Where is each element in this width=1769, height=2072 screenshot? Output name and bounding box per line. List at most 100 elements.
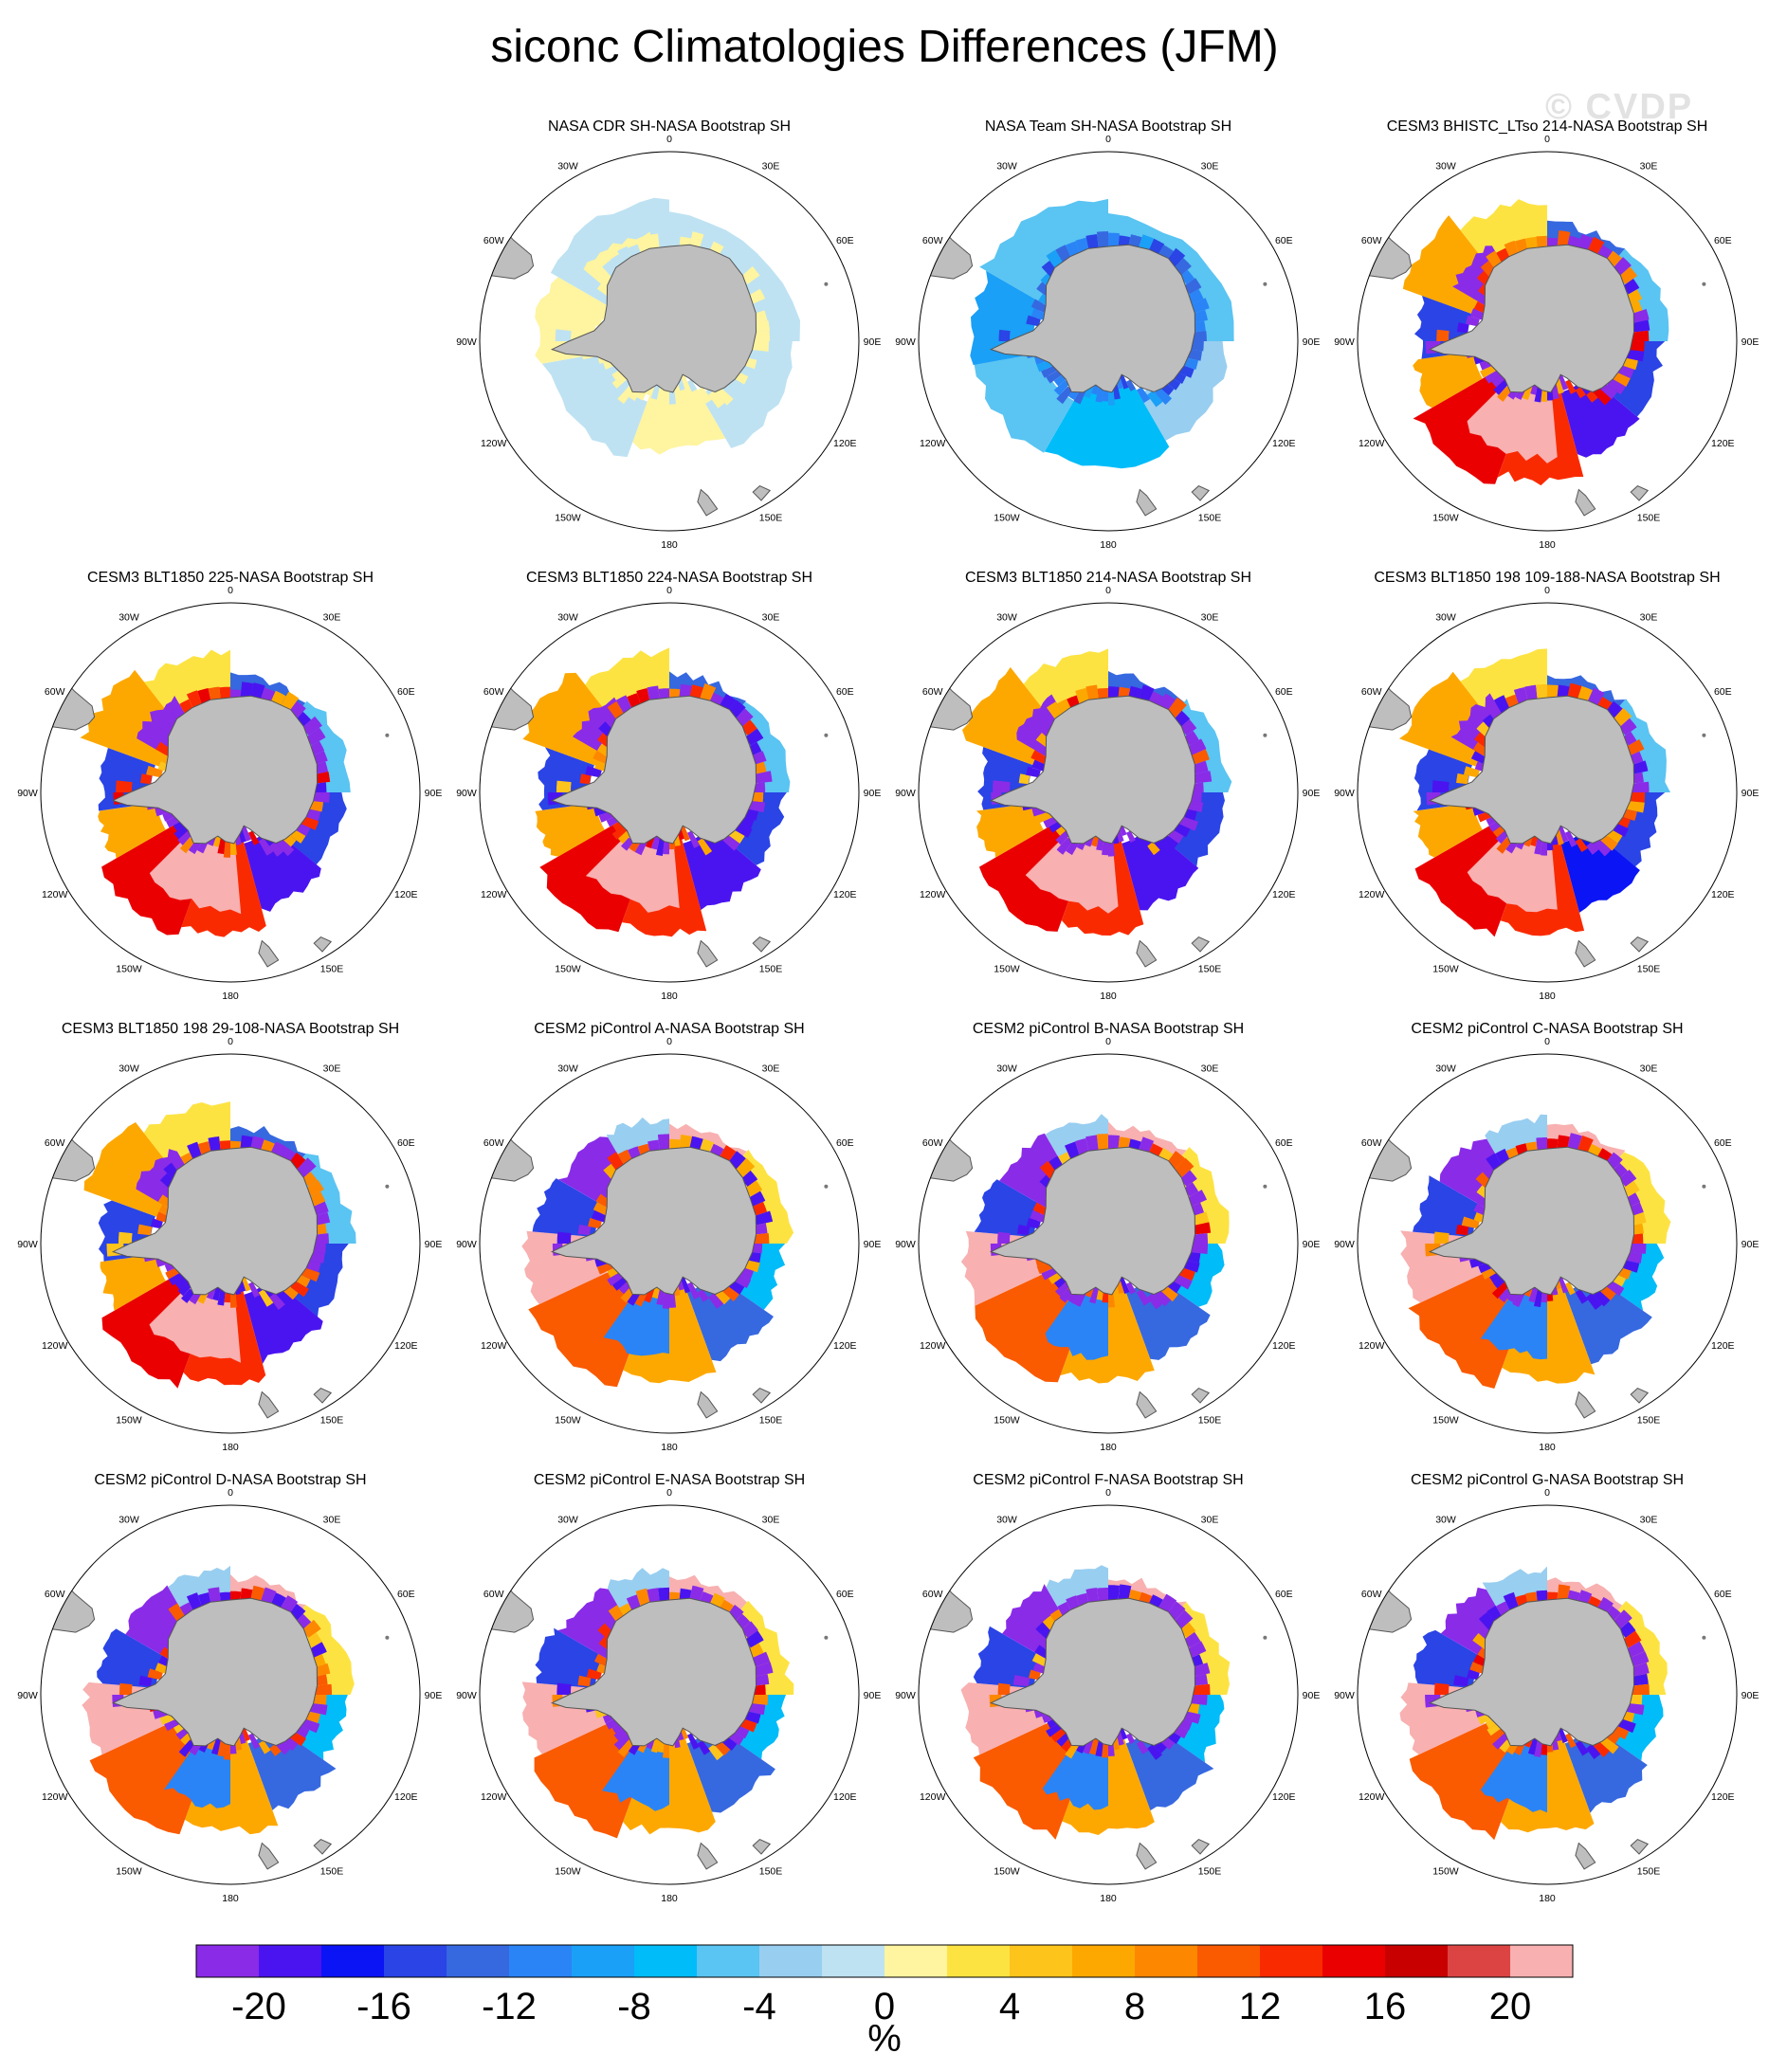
anomaly-cell — [585, 766, 602, 778]
island-marker — [824, 1635, 829, 1640]
anomaly-cell — [1090, 835, 1100, 847]
anomaly-cell — [1147, 842, 1160, 856]
colorbar-swatch — [759, 1945, 823, 1977]
anomaly-cell — [296, 823, 311, 837]
anomaly-cell — [1495, 830, 1509, 845]
anomaly-cell — [1613, 707, 1632, 727]
anomaly-cell — [1183, 809, 1197, 821]
longitude-label: 90W — [895, 1690, 916, 1701]
longitude-label: 30W — [119, 612, 139, 624]
anomaly-cell — [687, 830, 701, 848]
anomaly-cell — [1091, 384, 1100, 395]
anomaly-cell — [735, 823, 753, 838]
anomaly-cell — [603, 1286, 669, 1356]
anomaly-cell — [715, 387, 734, 406]
longitude-label: 120W — [481, 438, 507, 449]
longitude-label: 120W — [920, 438, 946, 449]
anomaly-cell — [208, 1136, 221, 1154]
ice-field — [486, 1117, 829, 1419]
anomaly-cell — [556, 1231, 572, 1244]
anomaly-cell — [312, 751, 328, 765]
colorbar-tick-label: -4 — [742, 1986, 776, 2027]
anomaly-cell — [686, 1724, 775, 1813]
anomaly-cell — [650, 384, 661, 400]
anomaly-cell — [752, 1244, 763, 1254]
longitude-label: 180 — [1100, 1893, 1117, 1904]
anomaly-cell — [1188, 1252, 1201, 1263]
anomaly-cell — [305, 809, 321, 822]
longitude-label: 90W — [895, 336, 916, 348]
anomaly-cell — [1119, 1727, 1128, 1740]
anomaly-cell — [310, 801, 323, 812]
longitude-label: 180 — [1539, 539, 1556, 551]
anomaly-cell — [301, 1267, 320, 1282]
longitude-label: 30W — [119, 1063, 139, 1075]
anomaly-cell — [1108, 388, 1116, 406]
anomaly-cell — [1138, 684, 1155, 703]
map-panel: CESM3 BLT1850 214-NASA Bootstrap SH0 30E 6… — [895, 570, 1320, 1002]
anomaly-cell — [555, 329, 572, 341]
anomaly-cell — [735, 1725, 750, 1739]
colorbar-swatch — [1010, 1945, 1073, 1977]
anomaly-cell — [740, 719, 757, 736]
anomaly-cell — [588, 1217, 602, 1229]
anomaly-cell — [1480, 1737, 1547, 1813]
anomaly-cell — [1174, 1157, 1195, 1178]
anomaly-cell — [1056, 386, 1073, 405]
anomaly-cell — [230, 1290, 238, 1308]
anomaly-cell — [620, 1288, 634, 1303]
anomaly-cell — [976, 803, 1044, 858]
anomaly-cell — [1119, 373, 1129, 390]
anomaly-cell — [1433, 1231, 1450, 1244]
anomaly-cell — [697, 387, 712, 404]
anomaly-cell — [745, 277, 765, 295]
anomaly-cell — [729, 1281, 745, 1295]
anomaly-cell — [1632, 330, 1650, 341]
anomaly-cell — [1194, 1674, 1208, 1686]
longitude-label: 60W — [1361, 1589, 1382, 1600]
longitude-label: 120W — [481, 1791, 507, 1803]
anomaly-cell — [680, 825, 690, 842]
anomaly-cell — [306, 1632, 322, 1648]
anomaly-cell — [1413, 803, 1483, 858]
anomaly-cell — [1413, 352, 1483, 409]
longitude-label: 120W — [1359, 1791, 1385, 1803]
anomaly-cell — [535, 1627, 605, 1689]
anomaly-cell — [1527, 1737, 1539, 1755]
anomaly-cell — [973, 1626, 1044, 1689]
anomaly-cell — [687, 379, 698, 392]
colorbar-swatch — [196, 1945, 260, 1977]
longitude-label: 150W — [994, 1865, 1020, 1877]
colorbar-tick-label: -16 — [356, 1986, 411, 2027]
anomaly-cell — [1534, 387, 1542, 403]
island-marker — [385, 733, 390, 737]
anomaly-cell — [1627, 1252, 1643, 1263]
longitude-label: 30W — [996, 161, 1017, 173]
longitude-label: 30W — [1435, 612, 1456, 624]
longitude-label: 150W — [1432, 963, 1459, 974]
antarctica-landmass — [111, 1146, 319, 1296]
anomaly-cell — [729, 829, 745, 844]
anomaly-cell — [1026, 766, 1041, 778]
anomaly-cell — [658, 1587, 669, 1603]
anomaly-cell — [1456, 772, 1469, 785]
anomaly-cell — [528, 1265, 652, 1388]
anomaly-cell — [993, 780, 1011, 792]
anomaly-cell — [1593, 838, 1612, 857]
anomaly-cell — [1557, 230, 1571, 249]
anomaly-cell — [1613, 1725, 1630, 1740]
anomaly-cell — [1167, 1601, 1186, 1621]
longitude-label: 120E — [1272, 438, 1296, 449]
anomaly-cell — [689, 231, 704, 249]
anomaly-cell — [1089, 1737, 1100, 1755]
longitude-label: 30W — [557, 612, 578, 624]
anomaly-cell — [310, 1252, 325, 1263]
longitude-label: 30E — [762, 612, 780, 624]
longitude-label: 90W — [17, 1239, 38, 1250]
longitude-label: 60E — [1714, 235, 1732, 246]
longitude-label: 180 — [222, 1442, 239, 1453]
new-zealand-landmass — [1575, 939, 1596, 968]
map-boundary — [40, 602, 421, 983]
anomaly-cell — [306, 1179, 324, 1197]
anomaly-cell — [1136, 838, 1149, 851]
